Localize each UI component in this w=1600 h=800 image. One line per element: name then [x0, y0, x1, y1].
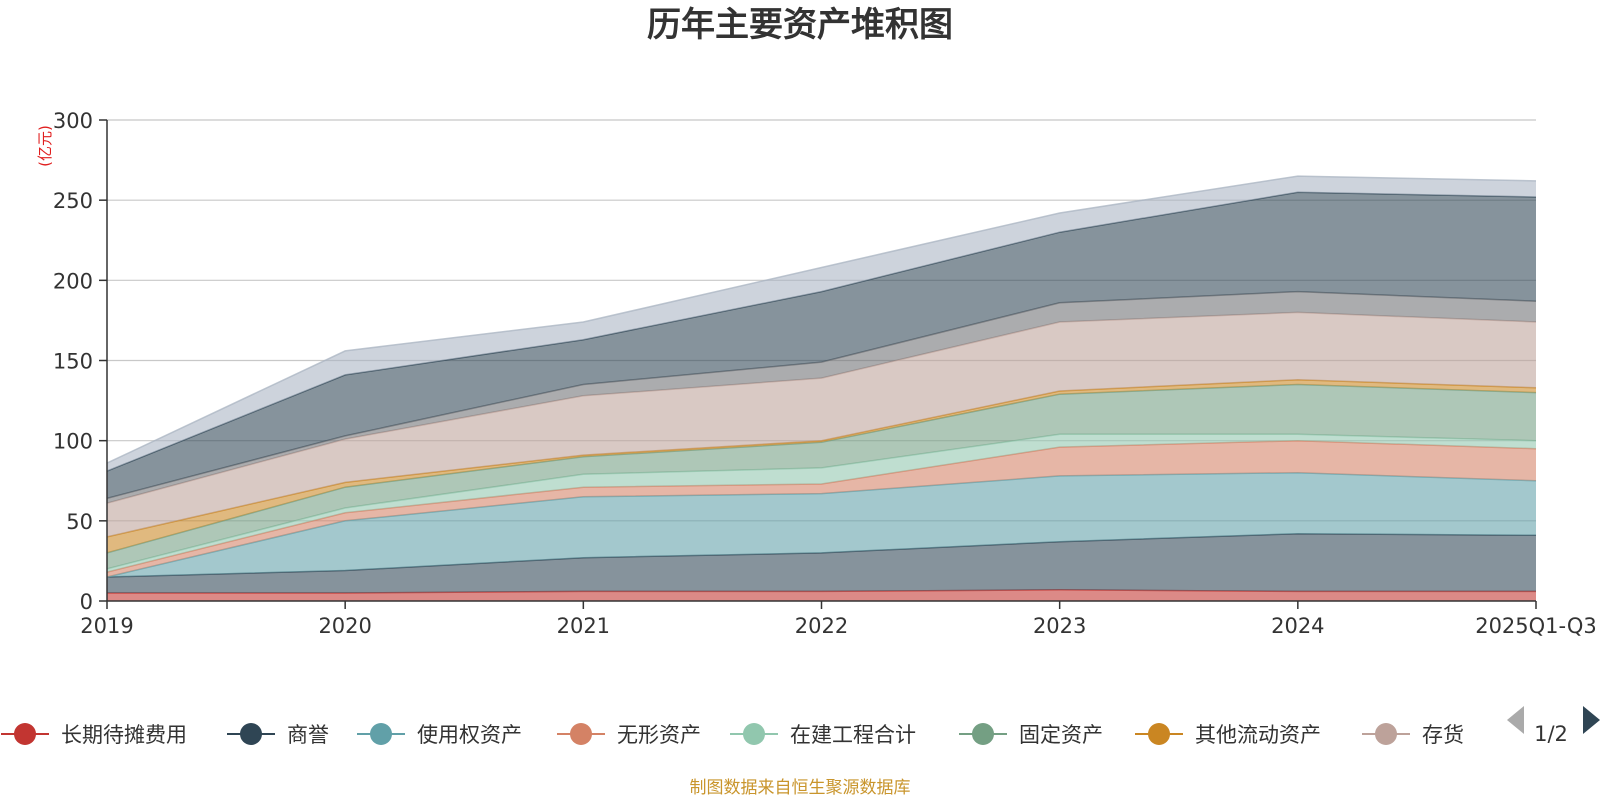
legend-label: 商誉 — [287, 723, 329, 747]
area-series-11-line — [106, 175, 1537, 464]
legend-page-indicator: 1/2 — [1534, 722, 1568, 746]
y-tick-label: 0 — [80, 590, 93, 614]
x-tick-label: 2024 — [1271, 614, 1324, 638]
legend-label: 在建工程合计 — [790, 723, 916, 747]
legend-circle-marker — [972, 723, 994, 745]
area-series-9[interactable] — [107, 291, 1536, 504]
legend-item[interactable]: 固定资产 — [959, 723, 1103, 747]
legend-label: 其他流动资产 — [1195, 723, 1321, 747]
x-tick-label: 2025Q1-Q3 — [1475, 614, 1597, 638]
y-tick-label: 300 — [53, 109, 93, 133]
area-series-4[interactable] — [107, 440, 1536, 577]
legend-circle-marker — [570, 723, 592, 745]
legend-item[interactable]: 使用权资产 — [357, 723, 522, 747]
legend-item[interactable]: 长期待摊费用 — [1, 723, 187, 747]
legend-pager: 1/2 — [1507, 706, 1600, 746]
legend-circle-marker — [14, 723, 36, 745]
legend: 长期待摊费用 商誉 使用权资产 无形资产 在建工程合计 固定资产 其他流动资产 存货 — [1, 723, 1464, 747]
legend-prev-page-icon[interactable] — [1507, 706, 1524, 734]
legend-circle-marker — [743, 723, 765, 745]
legend-item[interactable]: 无形资产 — [557, 723, 701, 747]
legend-circle-marker — [1375, 723, 1397, 745]
legend-circle-marker — [1148, 723, 1170, 745]
legend-label: 无形资产 — [617, 723, 701, 747]
data-source-note: 制图数据来自恒生聚源数据库 — [690, 778, 911, 798]
legend-item[interactable]: 在建工程合计 — [730, 723, 916, 747]
x-tick-label: 2019 — [80, 614, 133, 638]
y-tick-label: 100 — [53, 430, 93, 454]
area-series-10[interactable] — [107, 192, 1536, 499]
x-tick-label: 2020 — [318, 614, 371, 638]
y-tick-label: 200 — [53, 269, 93, 293]
legend-item[interactable]: 其他流动资产 — [1135, 723, 1321, 747]
y-tick-label: 150 — [53, 350, 93, 374]
area-series-group — [106, 175, 1537, 601]
legend-label: 存货 — [1422, 723, 1464, 747]
legend-item[interactable]: 存货 — [1362, 723, 1464, 747]
area-series-6[interactable] — [107, 384, 1536, 569]
legend-label: 固定资产 — [1019, 723, 1103, 747]
y-tick-label: 250 — [53, 189, 93, 213]
y-tick-label: 50 — [66, 510, 93, 534]
legend-item[interactable]: 商誉 — [227, 723, 329, 747]
legend-circle-marker — [240, 723, 262, 745]
legend-label: 使用权资产 — [417, 723, 522, 747]
area-series-2[interactable] — [107, 533, 1536, 593]
legend-next-page-icon[interactable] — [1583, 706, 1600, 734]
area-series-8[interactable] — [107, 312, 1536, 537]
legend-label: 长期待摊费用 — [61, 723, 187, 747]
x-tick-label: 2021 — [557, 614, 610, 638]
chart-title: 历年主要资产堆积图 — [647, 5, 953, 45]
area-series-3[interactable] — [107, 472, 1536, 577]
x-tick-label: 2022 — [795, 614, 848, 638]
axes: 0 50 100 150 200 250 300 2019 2020 2021 2022 2023 20… — [53, 109, 1597, 638]
y-axis-unit-label: (亿元) — [36, 125, 54, 167]
x-tick-label: 2023 — [1033, 614, 1086, 638]
area-series-5[interactable] — [107, 434, 1536, 573]
legend-circle-marker — [370, 723, 392, 745]
